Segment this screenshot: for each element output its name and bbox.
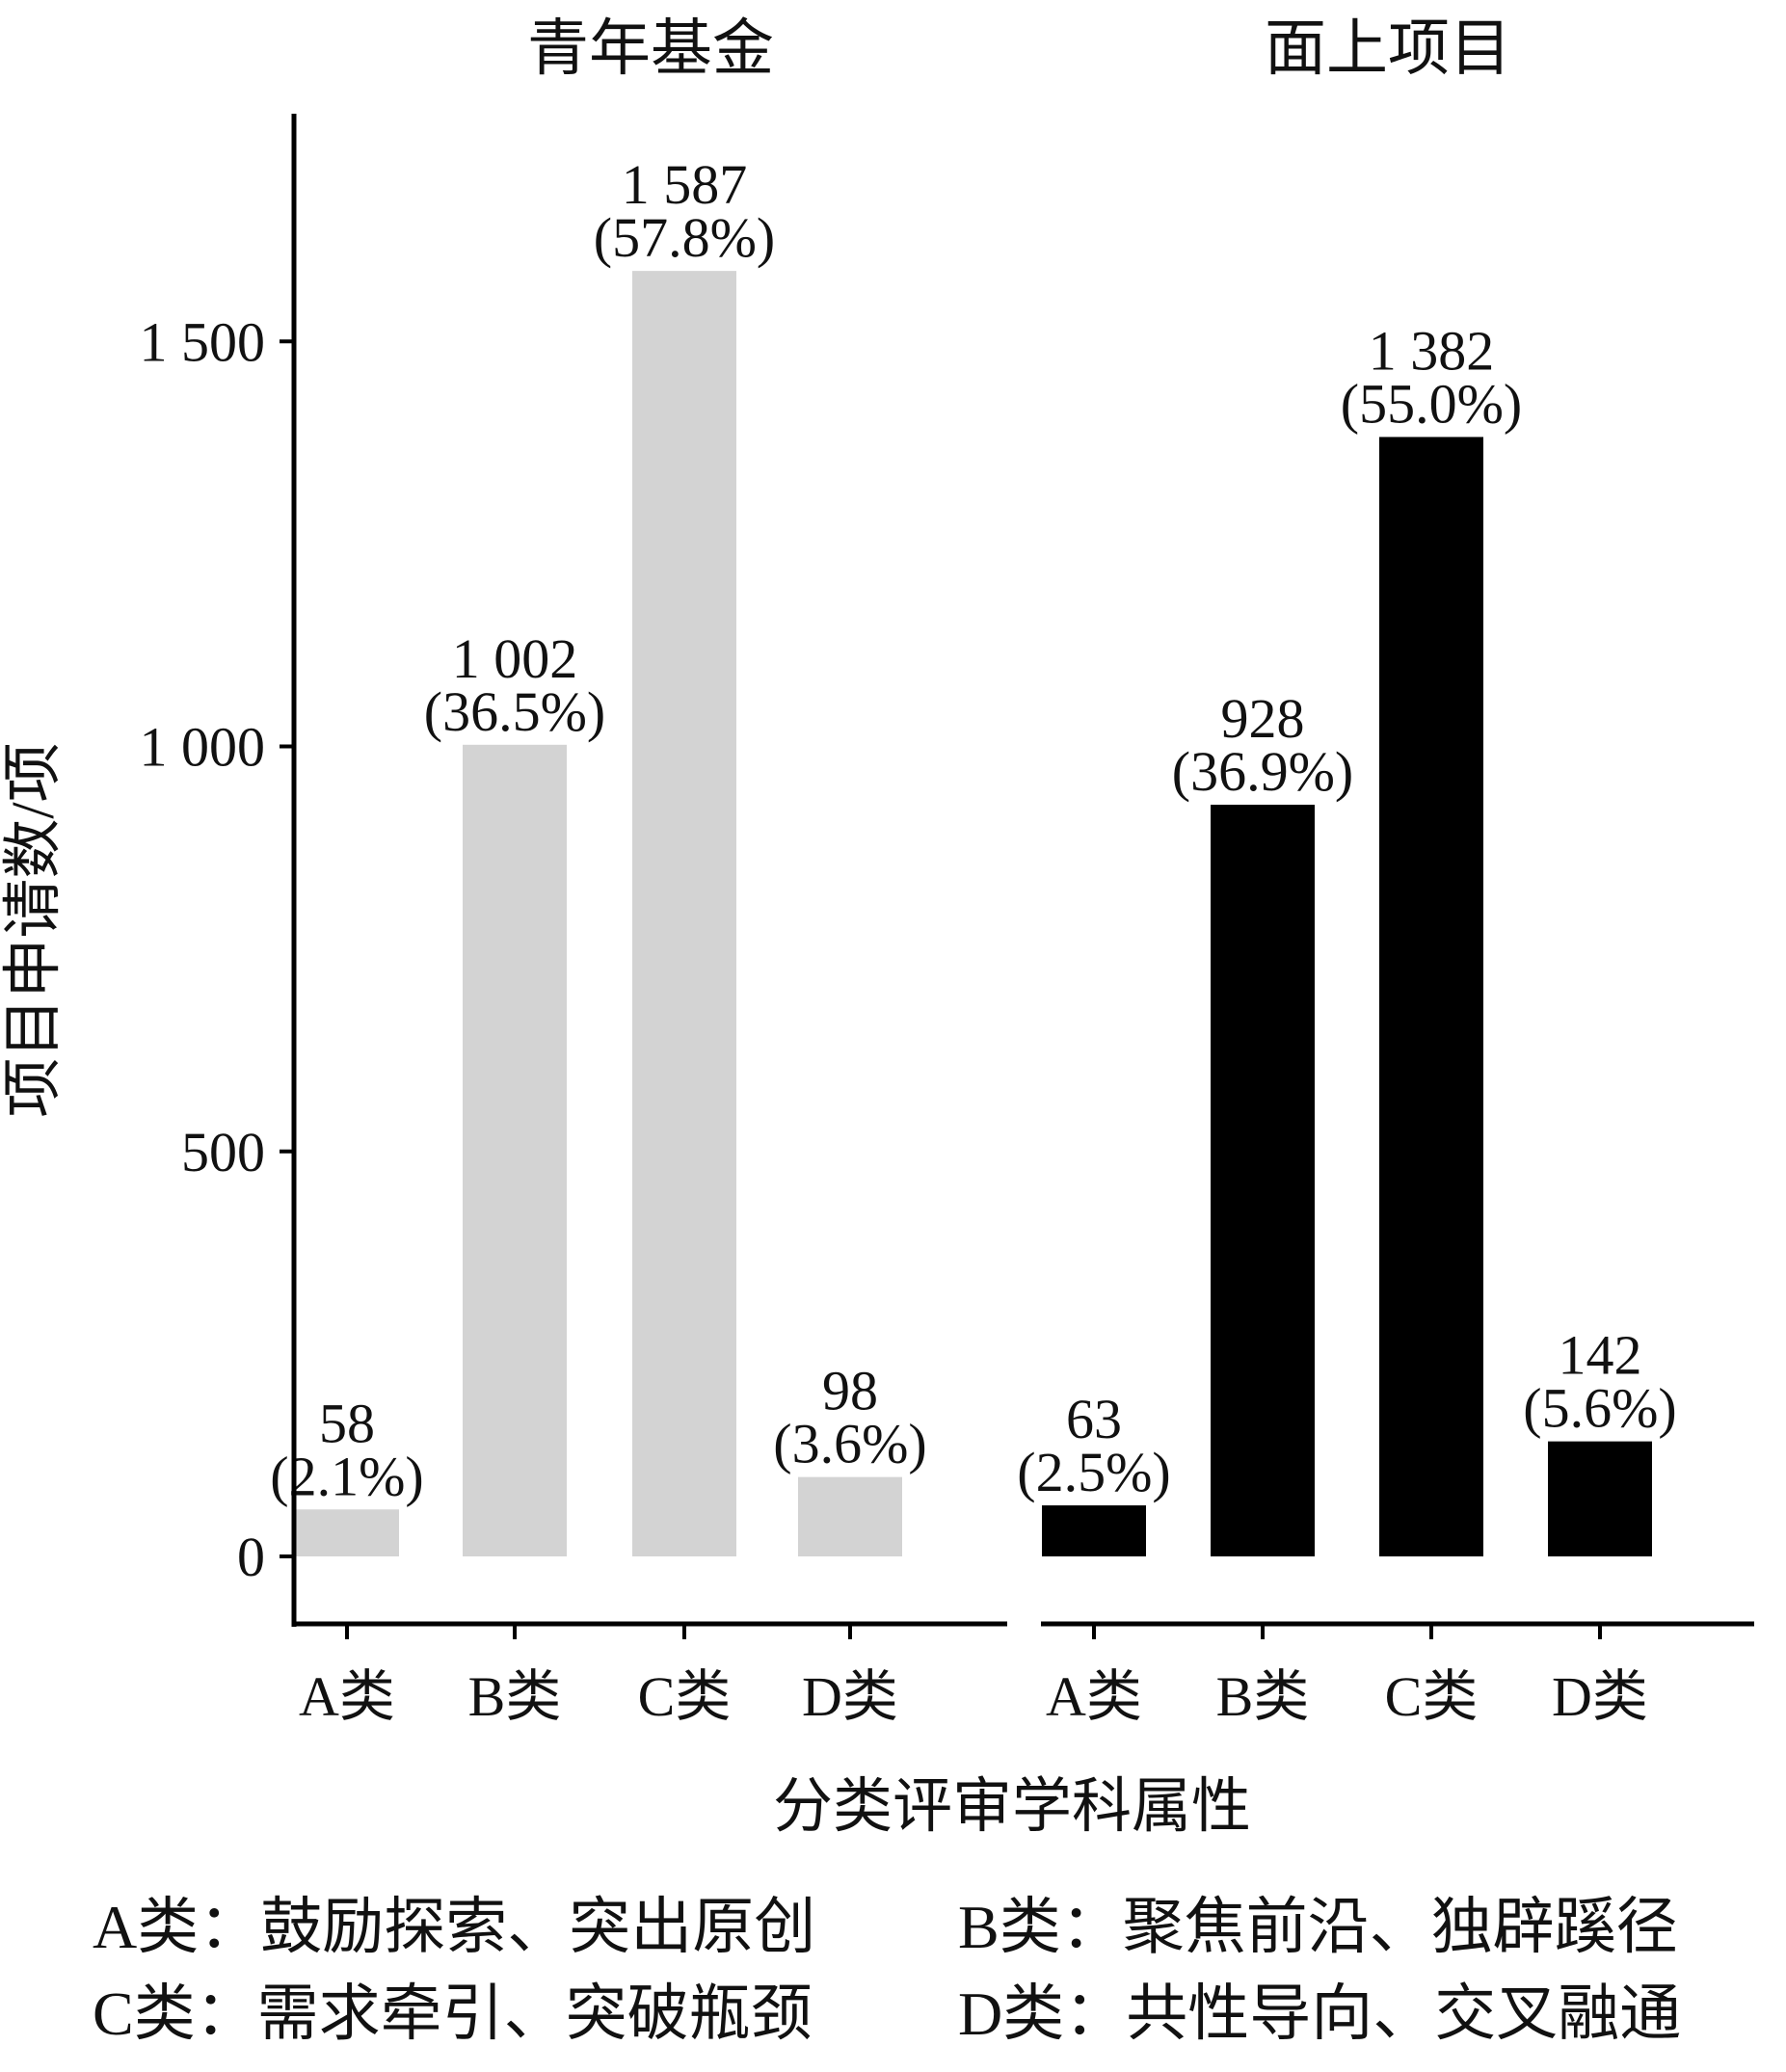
category-legend: A类：鼓励探索、突出原创 B类：聚焦前沿、独辟蹊径 C类：需求牵引、突破瓶颈 D… [93,1884,1731,2058]
bar [1379,437,1483,1557]
bar-percent-label: (5.6%) [1523,1377,1676,1440]
y-axis: 0 500 1 000 1 500 [140,114,297,1627]
legend-item-b: B类：聚焦前沿、独辟蹊径 [958,1893,1678,1961]
bar-value-label: 58 [319,1392,375,1454]
bar-percent-label: (55.0%) [1341,372,1522,435]
panel-title: 面上项目 [1265,14,1511,83]
bar-value-label: 63 [1066,1388,1122,1450]
bar-percent-label: (36.9%) [1172,740,1353,803]
legend-item-c: C类：需求牵引、突破瓶颈 [93,1979,813,2048]
x-tick-label: C类 [638,1665,732,1728]
y-axis-title: 项目申请数/项 [1,742,67,1117]
panel-title: 青年基金 [527,14,774,83]
bar-percent-label: (3.6%) [773,1413,926,1475]
bar [1042,1505,1146,1556]
bar-percent-label: (2.5%) [1017,1441,1170,1503]
x-tick-label: A类 [299,1665,395,1728]
bar [463,744,567,1556]
y-tick-label: 1 000 [140,716,266,779]
x-axis-title: 分类评审学科属性 [773,1774,1251,1840]
bar [632,271,736,1557]
bar [1548,1441,1652,1556]
panel-2: 面上项目 63(2.5%) A类 928(36.9%) B类 1 382(55.0%) C类… [1017,14,1754,1728]
x-tick-label: C类 [1385,1665,1479,1728]
y-tick-label: 500 [181,1121,265,1183]
x-tick-label: A类 [1046,1665,1142,1728]
bar [798,1476,902,1556]
y-tick-label: 1 500 [140,310,266,373]
bar-value-label: 98 [822,1360,878,1422]
legend-row: A类：鼓励探索、突出原创 B类：聚焦前沿、独辟蹊径 [93,1884,1731,1971]
bar-value-label: 928 [1221,687,1305,750]
bar-value-label: 1 587 [622,153,748,216]
x-tick-label: D类 [1552,1665,1648,1728]
bar [295,1509,399,1556]
bar-percent-label: (36.5%) [424,680,605,743]
bar-value-label: 1 382 [1369,319,1495,382]
legend-row: C类：需求牵引、突破瓶颈 D类：共性导向、交叉融通 [93,1971,1731,2058]
bar-percent-label: (57.8%) [594,206,775,269]
bar-value-label: 1 002 [452,627,578,690]
bar-value-label: 142 [1559,1324,1642,1387]
x-tick-label: B类 [468,1665,562,1728]
bar [1211,805,1315,1556]
y-tick-label: 0 [237,1526,265,1588]
x-tick-label: D类 [802,1665,898,1728]
x-tick-label: B类 [1216,1665,1310,1728]
legend-item-a: A类：鼓励探索、突出原创 [93,1893,816,1961]
legend-item-d: D类：共性导向、交叉融通 [958,1979,1682,2048]
